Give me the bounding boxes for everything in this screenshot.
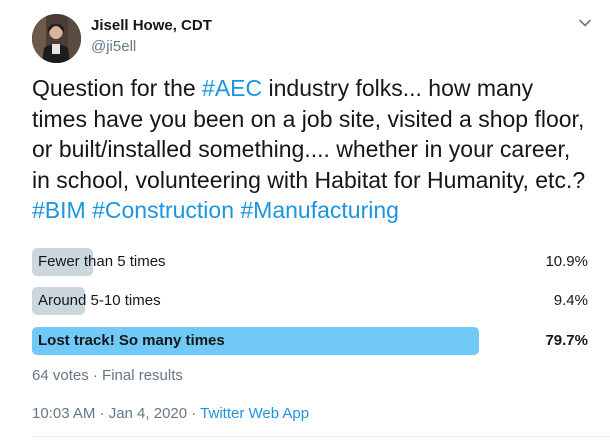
tweet-time-date[interactable]: 10:03 AM · Jan 4, 2020 ·	[32, 405, 201, 422]
hashtag-construction-link[interactable]: #Construction	[92, 197, 234, 223]
chevron-down-icon[interactable]	[576, 14, 594, 32]
avatar[interactable]	[32, 14, 81, 63]
poll-option-label: Fewer than 5 times	[38, 253, 166, 270]
poll-option-label: Lost track! So many times	[38, 332, 225, 349]
hashtag-manufacturing-link[interactable]: #Manufacturing	[240, 197, 399, 223]
hashtag-bim-link[interactable]: #BIM	[32, 197, 86, 223]
tweet-text-part: industry folks... how many times have yo…	[32, 75, 586, 193]
tweet-text: Question for the #AEC industry folks... …	[32, 73, 592, 226]
divider	[32, 436, 610, 437]
user-handle[interactable]: @ji5ell	[91, 38, 137, 55]
hashtag-aec-link[interactable]: #AEC	[202, 75, 263, 101]
poll-results-meta: 64 votes · Final results	[32, 367, 183, 384]
poll-option-percent: 79.7%	[545, 332, 588, 349]
poll-option-1: Fewer than 5 times 10.9%	[32, 248, 600, 276]
poll-option-bar	[32, 287, 85, 315]
poll-option-3: Lost track! So many times 79.7%	[32, 327, 600, 355]
poll-option-label: Around 5-10 times	[38, 292, 161, 309]
poll-option-percent: 10.9%	[545, 253, 588, 270]
poll-option-bar	[32, 248, 93, 276]
source-app-link[interactable]: Twitter Web App	[200, 405, 310, 422]
poll-option-percent: 9.4%	[553, 292, 588, 309]
poll-option-bar	[32, 327, 479, 355]
user-name[interactable]: Jisell Howe, CDT	[91, 17, 212, 34]
tweet-timestamp: 10:03 AM · Jan 4, 2020 · Twitter Web App	[32, 405, 309, 422]
tweet-text-part: Question for the	[32, 75, 203, 101]
poll-option-2: Around 5-10 times 9.4%	[32, 287, 600, 315]
